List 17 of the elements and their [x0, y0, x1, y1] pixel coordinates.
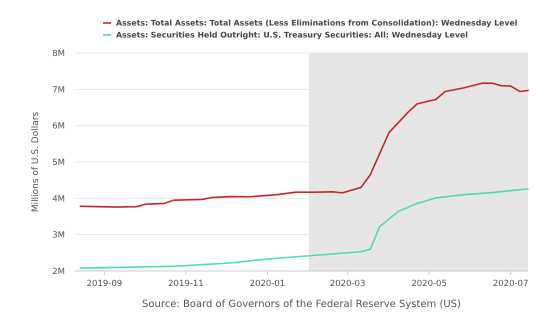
- source-note: Source: Board of Governors of the Federal Reserve System (US): [142, 299, 462, 310]
- y-tick-label: 8M: [52, 48, 65, 59]
- line-series: [80, 188, 529, 269]
- y-tick-label: 5M: [52, 158, 65, 168]
- y-tick-label: 2M: [52, 266, 65, 277]
- y-tick-label: 6M: [52, 122, 65, 132]
- line-series: [80, 82, 529, 208]
- x-tick-label: 2019-09: [86, 279, 122, 289]
- x-tick-label: 2020-01: [250, 279, 286, 289]
- y-axis-title: Millions of U.S. Dollars: [31, 112, 41, 212]
- y-tick-label: 7M: [52, 85, 65, 96]
- y-tick-label: 4M: [52, 194, 65, 204]
- y-tick-label: 3M: [52, 230, 65, 241]
- x-tick-label: 2019-11: [168, 279, 204, 289]
- x-tick-label: 2020-05: [411, 279, 447, 289]
- x-tick-label: 2020-03: [330, 279, 366, 289]
- x-tick-label: 2020-07: [492, 279, 528, 289]
